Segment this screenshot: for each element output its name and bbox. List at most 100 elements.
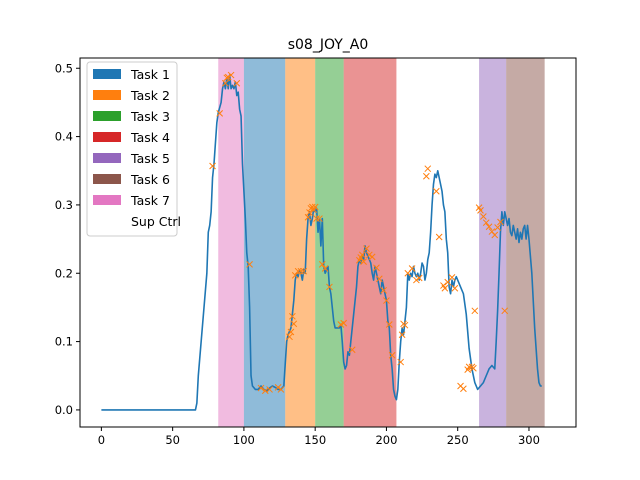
marker-x: [304, 213, 312, 221]
marker-x: [223, 74, 231, 82]
marker-x: [257, 384, 265, 392]
marker-x: [401, 321, 409, 329]
span-task-7: [218, 58, 244, 427]
marker-x: [363, 245, 370, 253]
marker-x: [368, 253, 376, 261]
marker-x: [286, 333, 293, 341]
span-task-2: [285, 58, 316, 427]
span-task-3: [315, 58, 344, 427]
legend-label: Task 1: [130, 67, 170, 82]
marker-x: [485, 223, 493, 231]
x-axis: 0 50 100 150 200 250 300: [98, 427, 540, 447]
marker-x: [373, 264, 380, 272]
legend: Task 1 Task 2 Task 3 Task 4 Task 5 Task 6 Task…: [86, 61, 181, 237]
marker-x: [313, 215, 320, 222]
marker-x: [246, 261, 253, 268]
marker-x: [460, 385, 467, 393]
y-tick-label: 0.5: [55, 61, 73, 75]
marker-x: [435, 233, 443, 241]
marker-x: [365, 251, 373, 259]
marker-x: [491, 231, 499, 239]
marker-x: [432, 187, 440, 195]
marker-x: [375, 275, 383, 283]
y-tick-label: 0.3: [55, 198, 73, 212]
legend-swatch: [93, 216, 121, 226]
legend-box: [86, 61, 178, 237]
y-tick-label: 0.1: [55, 335, 73, 349]
legend-label: Task 2: [130, 88, 170, 103]
marker-x: [415, 274, 423, 282]
marker-x: [297, 267, 305, 275]
marker-x: [287, 328, 295, 336]
y-tick-label: 0.4: [55, 130, 73, 144]
marker-x: [501, 307, 509, 315]
marker-x: [340, 319, 348, 327]
marker-x: [316, 215, 323, 222]
marker-x: [494, 224, 501, 231]
marker-x: [277, 386, 285, 393]
marker-x: [471, 307, 479, 315]
marker-x: [470, 364, 477, 372]
marker-x: [348, 346, 356, 354]
marker-x: [482, 219, 490, 227]
marker-x: [465, 363, 473, 371]
marker-x: [222, 79, 229, 87]
x-tick-label: 150: [304, 433, 326, 447]
legend-label: Task 7: [130, 193, 170, 208]
legend-label: Task 4: [130, 130, 170, 145]
marker-x: [216, 109, 224, 117]
marker-x: [360, 258, 367, 265]
span-task-4: [343, 58, 397, 427]
marker-x: [408, 265, 416, 272]
legend-swatch: [93, 111, 121, 121]
y-tick-label: 0.0: [55, 403, 73, 417]
marker-x: [441, 284, 449, 292]
x-tick-label: 200: [375, 433, 397, 447]
marker-x: [385, 321, 393, 328]
task-spans: [218, 58, 545, 427]
marker-x: [380, 286, 387, 294]
marker-x: [358, 251, 366, 259]
legend-label: Sup Ctrl: [131, 214, 181, 229]
chart-title: s08_JOY_A0: [288, 37, 369, 53]
legend-swatch: [93, 174, 121, 184]
marker-x: [261, 387, 269, 395]
plot-frame: [79, 57, 577, 428]
legend-label: Task 6: [130, 172, 170, 187]
marker-x: [318, 261, 326, 268]
marker-x: [321, 265, 329, 272]
marker-x: [289, 312, 296, 320]
marker-x: [424, 165, 432, 173]
marker-x: [477, 207, 484, 214]
span-task-6: [506, 58, 545, 427]
span-task-5: [479, 58, 507, 427]
marker-x: [413, 276, 420, 284]
marker-x: [300, 267, 308, 275]
marker-x: [227, 71, 235, 79]
marker-layer: [209, 71, 509, 395]
legend-swatch: [93, 90, 121, 100]
marker-x: [209, 162, 216, 170]
span-task-1: [243, 58, 286, 427]
x-tick-label: 0: [98, 433, 105, 447]
marker-x: [497, 218, 504, 226]
marker-x: [311, 203, 319, 211]
legend-label: Task 5: [130, 151, 170, 166]
marker-x: [290, 320, 298, 328]
legend-swatch: [93, 153, 121, 163]
marker-x: [274, 384, 282, 391]
marker-x: [448, 273, 456, 281]
marker-x: [326, 283, 333, 291]
marker-x: [306, 209, 313, 216]
marker-x: [388, 351, 396, 359]
marker-x: [383, 297, 390, 304]
marker-x: [233, 79, 241, 87]
x-tick-label: 100: [233, 433, 255, 447]
x-tick-label: 250: [447, 433, 469, 447]
marker-x: [266, 386, 273, 393]
marker-x: [422, 172, 430, 180]
legend-swatch: [93, 69, 121, 79]
y-axis: 0.0 0.1 0.2 0.3 0.4 0.5: [55, 61, 80, 417]
legend-label: Task 3: [130, 109, 170, 124]
